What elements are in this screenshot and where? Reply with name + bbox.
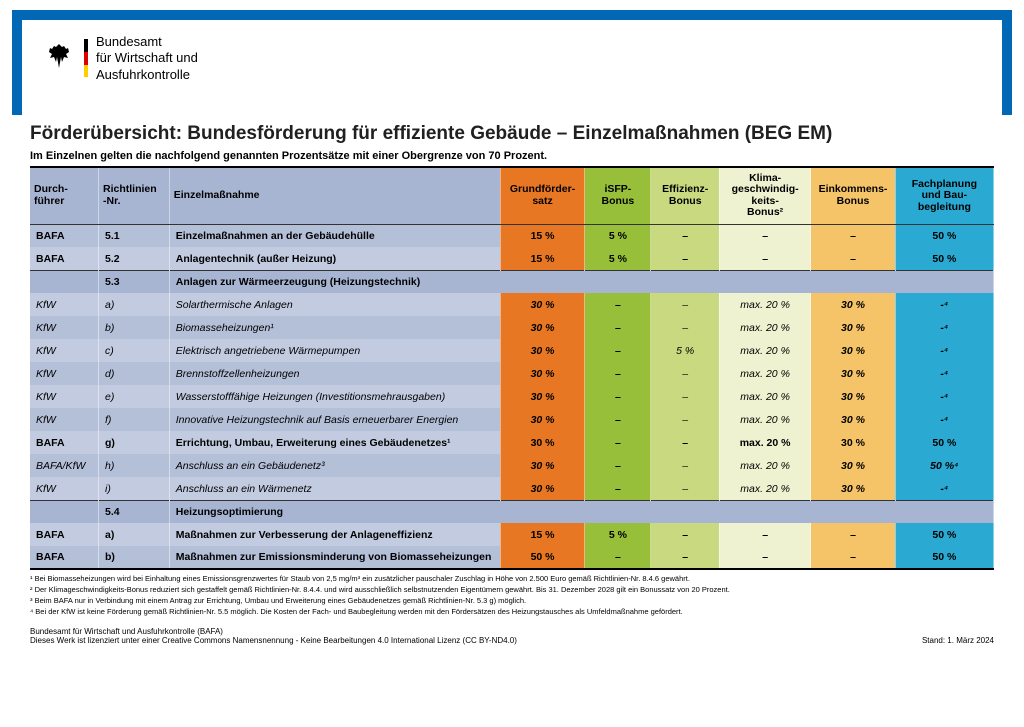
main-content: Förderübersicht: Bundesförderung für eff… [0,115,1024,622]
page-title: Förderübersicht: Bundesförderung für eff… [30,123,994,145]
page-subtitle: Im Einzelnen gelten die nachfolgend gena… [30,150,994,162]
col-klima: Klima-geschwindig-keits-Bonus² [719,167,810,225]
table-header-row: Durch-führer Richtlinien-Nr. Einzelmaßna… [30,167,994,225]
eagle-icon [46,42,72,74]
footnote: ² Der Klimageschwindigkeits-Bonus reduzi… [30,585,994,595]
footnote: ¹ Bei Biomasseheizungen wird bei Einhalt… [30,574,994,584]
footer-org: Bundesamt für Wirtschaft und Ausfuhrkont… [30,627,517,636]
funding-table: Durch-führer Richtlinien-Nr. Einzelmaßna… [30,166,994,571]
table-row: KfWd)Brennstoffzellenheizungen30 %––max.… [30,362,994,385]
footer-left: Bundesamt für Wirtschaft und Ausfuhrkont… [30,627,517,645]
col-einkommen: Einkommens-Bonus [811,167,895,225]
agency-line1: Bundesamt [96,34,198,50]
table-row: BAFA5.1Einzelmaßnahmen an der Gebäudehül… [30,224,994,247]
footnote: ⁴ Bei der KfW ist keine Förderung gemäß … [30,607,994,617]
table-body: BAFA5.1Einzelmaßnahmen an der Gebäudehül… [30,224,994,569]
col-richtlinien: Richtlinien-Nr. [98,167,169,225]
header-frame: Bundesamt für Wirtschaft und Ausfuhrkont… [12,10,1012,115]
flag-icon [84,39,88,77]
col-grundfoerdersatz: Grundförder-satz [500,167,584,225]
table-row: KfWi)Anschluss an ein Wärmenetz30 %––max… [30,477,994,500]
col-effizienz: Effizienz-Bonus [651,167,719,225]
col-durchfuehrer: Durch-führer [30,167,98,225]
footer: Bundesamt für Wirtschaft und Ausfuhrkont… [0,627,1024,645]
table-row: 5.3Anlagen zur Wärmeerzeugung (Heizungst… [30,270,994,293]
table-row: KfWc)Elektrisch angetriebene Wärmepumpen… [30,339,994,362]
footnotes: ¹ Bei Biomasseheizungen wird bei Einhalt… [30,574,994,616]
table-row: BAFA/KfWh)Anschluss an ein Gebäudenetz³3… [30,454,994,477]
footer-license: Dieses Werk ist lizenziert unter einer C… [30,636,517,645]
table-row: BAFAa)Maßnahmen zur Verbesserung der Anl… [30,523,994,546]
col-fachplanung: Fachplanungund Bau-begleitung [895,167,993,225]
table-row: KfWa)Solarthermische Anlagen30 %––max. 2… [30,293,994,316]
table-row: BAFAg)Errichtung, Umbau, Erweiterung ein… [30,431,994,454]
table-row: BAFAb)Maßnahmen zur Emissionsminderung v… [30,546,994,569]
footer-date: Stand: 1. März 2024 [922,636,994,645]
agency-logo: Bundesamt für Wirtschaft und Ausfuhrkont… [46,34,978,83]
col-isfp: iSFP-Bonus [585,167,651,225]
table-row: BAFA5.2Anlagentechnik (außer Heizung)15 … [30,247,994,270]
col-massnahme: Einzelmaßnahme [169,167,500,225]
table-row: 5.4Heizungsoptimierung [30,500,994,523]
table-row: KfWe)Wasserstofffähige Heizungen (Invest… [30,385,994,408]
table-row: KfWb)Biomasseheizungen¹30 %––max. 20 %30… [30,316,994,339]
agency-line3: Ausfuhrkontrolle [96,67,198,83]
agency-name: Bundesamt für Wirtschaft und Ausfuhrkont… [96,34,198,83]
agency-line2: für Wirtschaft und [96,50,198,66]
footnote: ³ Beim BAFA nur in Verbindung mit einem … [30,596,994,606]
table-row: KfWf)Innovative Heizungstechnik auf Basi… [30,408,994,431]
